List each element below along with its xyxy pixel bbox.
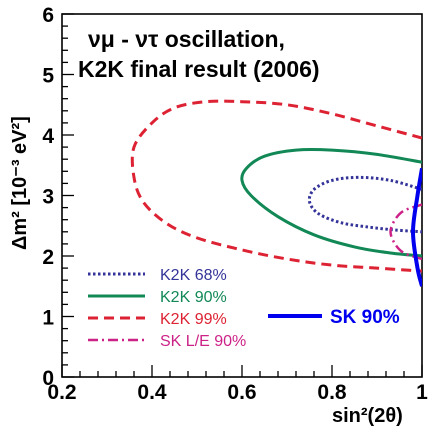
y-tick-label: 1 <box>42 307 54 330</box>
y-tick-label: 4 <box>42 125 54 148</box>
x-axis-label: sin²(2θ) <box>332 405 403 427</box>
y-tick-label: 3 <box>42 186 54 209</box>
tick-labels: 0.2 0.4 0.6 0.8 1 0 1 2 3 4 5 6 <box>42 4 428 404</box>
curve-k2k-99- <box>130 99 422 273</box>
y-tick-label: 0 <box>42 367 54 390</box>
x-tick-label: 0.4 <box>137 381 167 404</box>
axis-ticks <box>61 13 423 378</box>
legend-label: K2K 99% <box>160 311 227 328</box>
contour-curves <box>130 99 422 287</box>
curve-k2k-90- <box>240 147 422 258</box>
chart-title-line2: K2K final result (2006) <box>78 56 320 82</box>
chart-title-line1: νμ - ντ oscillation, <box>88 26 285 52</box>
legend-background <box>82 262 272 362</box>
y-tick-label: 6 <box>42 4 54 27</box>
legend-label: K2K 68% <box>160 267 227 284</box>
y-tick-label: 2 <box>42 246 54 269</box>
curve-k2k-68- <box>307 175 422 234</box>
legend-label: K2K 90% <box>160 289 227 306</box>
y-tick-label: 5 <box>42 65 54 88</box>
x-tick-label: 1 <box>416 381 428 404</box>
legend: K2K 68% K2K 90% K2K 99% SK L/E 90% <box>88 267 322 350</box>
curve-sk-90- <box>410 167 422 287</box>
y-axis-label: Δm² [10⁻³ eV²] <box>9 116 31 250</box>
x-tick-label: 0.6 <box>227 381 256 404</box>
sk-90-label: SK 90% <box>330 307 400 328</box>
legend-label: SK L/E 90% <box>160 333 246 350</box>
x-tick-label: 0.8 <box>317 381 347 404</box>
x-tick-label: 0.2 <box>47 381 76 404</box>
curve-sk-l-e-90- <box>389 203 422 261</box>
